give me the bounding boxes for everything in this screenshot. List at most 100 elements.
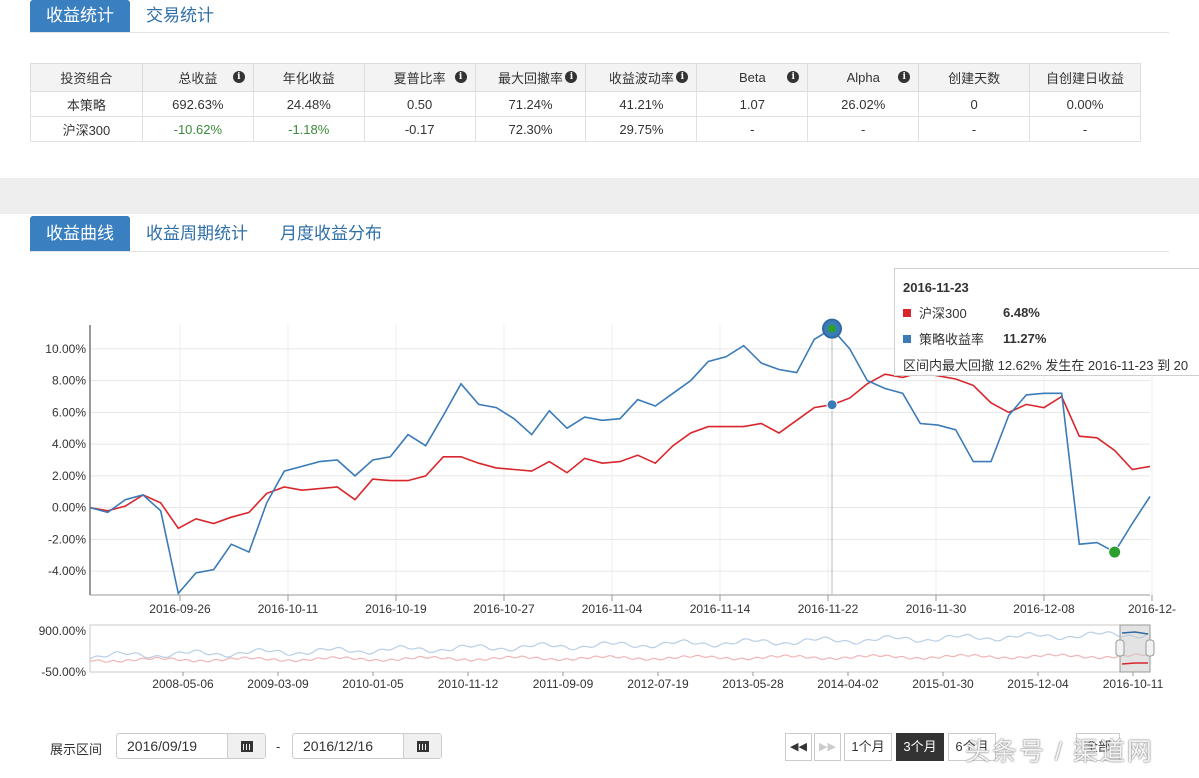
chart-tab-divider [30,251,1169,252]
trough-marker [1108,545,1122,559]
table-cell: - [807,116,920,142]
tooltip-date: 2016-11-23 [903,280,969,295]
x-tick-label: 2016-11-22 [798,602,859,616]
x-tick-label: 2016-10-27 [473,602,535,616]
info-icon[interactable]: i [676,71,689,83]
end-date-picker[interactable] [292,733,442,759]
info-icon[interactable]: i [454,71,467,83]
col-header-days: 创建天数 [918,63,1031,92]
table-cell: -0.17 [363,116,476,142]
x-tick-label: 2016-11-14 [690,602,751,616]
end-date-input[interactable] [293,734,403,758]
period-3m-button[interactable]: 3个月 [896,733,944,761]
x-tick-label: 2016-12-08 [1013,602,1075,616]
next-page-button[interactable]: ▶▶ [814,733,841,761]
forward-icon: ▶▶ [819,741,836,753]
start-date-input[interactable] [117,734,227,758]
col-header-alpha: Alpha i [807,63,920,92]
table-cell: 24.48% [252,91,365,117]
table-cell: 41.21% [585,91,698,117]
section-separator [0,178,1199,214]
info-icon[interactable]: i [232,71,245,83]
col-header-total-return: 总收益 i [141,63,254,92]
legend-swatch-hs300 [903,308,911,317]
table-header-row: 投资组合 总收益 i 年化收益 夏普比率 i 最大回撤率 i 收益波动率 i Beta i… [30,63,1141,92]
nav-y-tick-label: 900.00% [39,624,87,638]
nav-x-tick-label: 2010-01-05 [342,677,404,690]
col-header-beta: Beta i [696,63,809,92]
table-row: 沪深300 -10.62% -1.18% -0.17 72.30% 29.75%… [30,116,1141,142]
col-header-since-creation: 自创建日收益 [1029,63,1141,92]
y-tick-label: -2.00% [48,532,86,546]
nav-strategy-line [89,631,1150,660]
y-tick-label: 6.00% [52,405,86,419]
tab-income-stats[interactable]: 收益统计 [30,0,130,32]
col-header-volatility: 收益波动率 i [585,63,698,92]
nav-x-tick-label: 2015-01-30 [912,677,974,690]
navigator-frame [89,624,1151,673]
y-tick-label: 0.00% [52,501,86,515]
series-line [89,327,1151,596]
nav-handle-left [1115,639,1125,657]
table-cell: 0.50 [363,91,476,117]
y-tick-label: 2.00% [52,469,86,483]
col-header-portfolio: 投资组合 [30,63,143,92]
tab-period-stats[interactable]: 收益周期统计 [146,223,248,243]
table-cell: 72.30% [474,116,587,142]
tab-return-curve[interactable]: 收益曲线 [30,216,130,251]
x-tick-label: 2016-10-19 [365,602,427,616]
y-tick-label: 4.00% [52,437,86,451]
table-cell: 沪深300 [30,116,143,142]
end-calendar-button[interactable] [403,734,441,758]
calendar-icon [416,740,429,752]
rewind-icon: ◀◀ [790,741,807,753]
table-cell: 29.75% [585,116,698,142]
nav-handle-right [1145,639,1155,657]
start-date-picker[interactable] [116,733,266,759]
nav-selected-benchmark [1121,662,1148,665]
legend-swatch-strategy [903,334,911,343]
nav-selected-strategy [1121,631,1149,635]
nav-x-tick-label: 2010-11-12 [438,677,499,690]
nav-x-tick-label: 2008-05-06 [152,677,214,690]
tooltip-series-name: 沪深300 [919,306,967,321]
x-tick-label: 2016-09-26 [149,602,211,616]
peak-marker-inner [828,324,836,333]
nav-x-tick-label: 2014-04-02 [817,677,879,690]
nav-x-tick-label: 2016-10-11 [1103,677,1164,690]
navigator-chart[interactable]: 900.00% -50.00% 2008-05-06 2009-03-09 2010-0… [0,620,1199,690]
period-all-button[interactable]: 全部 [1076,733,1120,761]
return-line-chart[interactable]: 10.00% 8.00% 6.00% 4.00% 2.00% 0.00% -2.00% -4.… [0,0,1199,620]
col-header-sharpe: 夏普比率 i [363,63,476,92]
tab-trade-stats[interactable]: 交易统计 [146,6,214,25]
range-separator: - [276,739,281,754]
table-row: 本策略 692.63% 24.48% 0.50 71.24% 41.21% 1.… [30,91,1141,117]
tab-divider [30,32,1169,33]
nav-benchmark-line [89,653,1150,663]
chart-tooltip: 2016-11-23 沪深300 6.48% 策略收益率 11.27% 区间内最… [894,268,1199,376]
info-icon[interactable]: i [898,71,911,83]
info-icon[interactable]: i [565,71,578,83]
y-tick-label: -4.00% [48,564,86,578]
period-1m-button[interactable]: 1个月 [844,733,892,761]
tooltip-drawdown-note: 区间内最大回撤 12.62% 发生在 2016-11-23 到 20 [903,358,1189,373]
x-tick-label: 2016-10-11 [258,602,319,616]
tooltip-row: 策略收益率 11.27% [903,329,1199,348]
first-page-button[interactable]: ◀◀ [785,733,812,761]
chart-tab-bar: 收益曲线 收益周期统计 月度收益分布 [30,216,398,251]
table-cell: 692.63% [141,91,254,117]
tooltip-series-name: 策略收益率 [919,332,985,347]
nav-x-tick-label: 2012-07-19 [627,677,689,690]
info-icon[interactable]: i [787,71,800,83]
x-tick-label: 2016-11-04 [582,602,643,616]
start-calendar-button[interactable] [227,734,265,758]
nav-x-tick-label: 2015-12-04 [1007,677,1069,690]
hover-point [826,399,838,411]
period-6m-button[interactable]: 6个月 [948,733,996,761]
tooltip-series-value: 11.27% [1003,331,1047,346]
table-cell: -10.62% [141,116,254,142]
tab-monthly-distribution[interactable]: 月度收益分布 [280,223,382,243]
x-tick-label: 2016-12- [1128,602,1176,616]
table-cell: 71.24% [474,91,587,117]
stats-table: 投资组合 总收益 i 年化收益 夏普比率 i 最大回撤率 i 收益波动率 i Beta i… [30,63,1141,142]
